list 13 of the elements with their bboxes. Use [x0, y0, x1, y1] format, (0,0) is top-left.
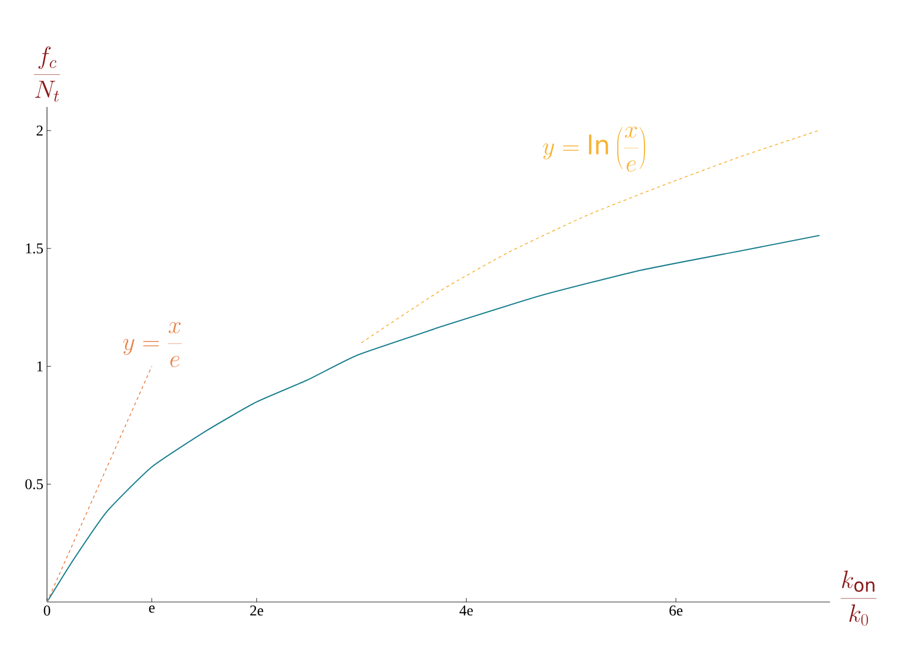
- x-tick-label: e: [149, 606, 155, 613]
- x-tick-label: 0: [44, 606, 50, 616]
- y-axis-title: $\frac{f_c}{N_t}$: [34, 46, 60, 102]
- y-tick-label: 0.5: [25, 479, 43, 490]
- y-tick-label: 1.5: [26, 243, 43, 254]
- x-tick-label: 6e: [670, 606, 682, 616]
- y-tick-label: 2: [36, 126, 43, 136]
- annotation: $y=\frac{x}{e}$: [123, 322, 182, 368]
- annotation: $y=\ln\left(\frac{x}{e}\right)$: [542, 126, 646, 172]
- y-tick-label: 1: [37, 361, 43, 372]
- x-tick-label: 4e: [460, 606, 473, 616]
- x-axis-title: $\frac{k_\mathrm{on}}{k_0}$: [840, 570, 876, 626]
- x-tick-label: 2e: [250, 606, 264, 616]
